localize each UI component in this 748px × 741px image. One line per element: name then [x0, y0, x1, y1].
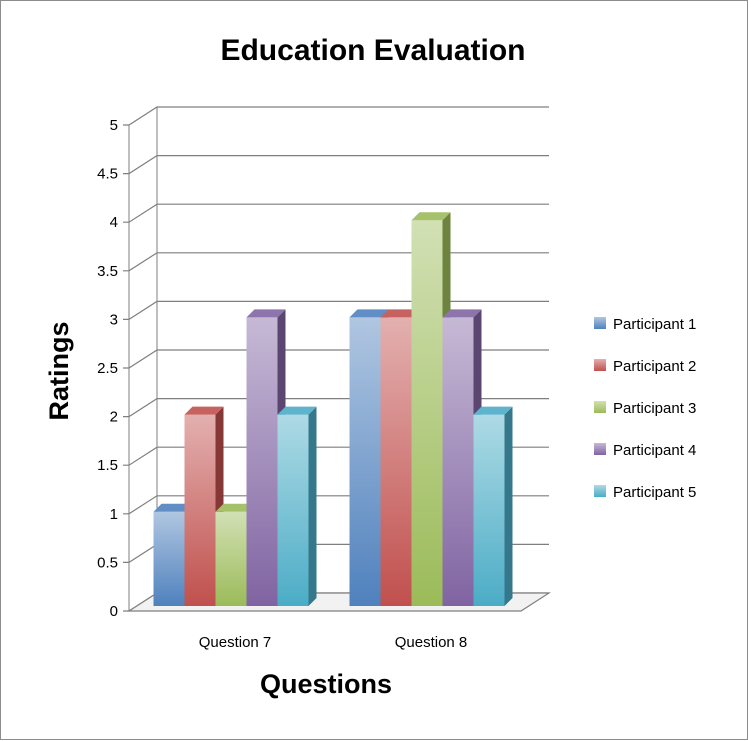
y-tick-label: 3.5 — [97, 263, 118, 280]
legend-item: Participant 3 — [594, 400, 696, 417]
gridline — [123, 252, 549, 272]
y-tick-label: 3 — [110, 311, 118, 328]
y-tick-label: 4 — [110, 214, 118, 231]
bars — [153, 212, 513, 606]
x-tick-labels: Question 7 Question 8 — [199, 634, 468, 651]
gridline — [123, 349, 549, 369]
legend-item: Participant 2 — [594, 358, 696, 375]
legend-swatch — [594, 317, 606, 329]
legend-swatch — [594, 401, 606, 413]
legend-swatch — [594, 485, 606, 497]
bar — [277, 406, 317, 606]
y-tick-labels: 0 0.5 1 1.5 2 2.5 3 3.5 4 4.5 5 — [97, 117, 118, 620]
legend-item: Participant 5 — [594, 484, 696, 501]
y-tick-label: 0.5 — [97, 554, 118, 571]
legend-label: Participant 2 — [613, 358, 696, 375]
legend-item: Participant 4 — [594, 442, 696, 459]
y-tick-label: 2 — [110, 409, 118, 426]
y-tick-label: 0 — [110, 603, 118, 620]
gridline — [123, 300, 549, 320]
y-tick-label: 1 — [110, 506, 118, 523]
y-tick-label: 5 — [110, 117, 118, 134]
legend-label: Participant 1 — [613, 316, 696, 333]
legend-label: Participant 3 — [613, 400, 696, 417]
legend-swatch — [594, 443, 606, 455]
gridline — [123, 106, 549, 126]
y-tick-label: 2.5 — [97, 360, 118, 377]
y-tick-label: 4.5 — [97, 166, 118, 183]
gridline — [123, 203, 549, 223]
x-axis-title: Questions — [260, 669, 392, 699]
y-axis-title: Ratings — [44, 321, 74, 420]
bar — [473, 406, 513, 606]
legend: Participant 1 Participant 2 Participant 3 P… — [594, 316, 696, 501]
x-tick-label: Question 7 — [199, 634, 272, 651]
legend-swatch — [594, 359, 606, 371]
legend-label: Participant 5 — [613, 484, 696, 501]
gridline — [123, 155, 549, 175]
x-tick-label: Question 8 — [395, 634, 468, 651]
y-tick-label: 1.5 — [97, 457, 118, 474]
legend-label: Participant 4 — [613, 442, 696, 459]
legend-item: Participant 1 — [594, 316, 696, 333]
chart-title: Education Evaluation — [220, 34, 525, 67]
